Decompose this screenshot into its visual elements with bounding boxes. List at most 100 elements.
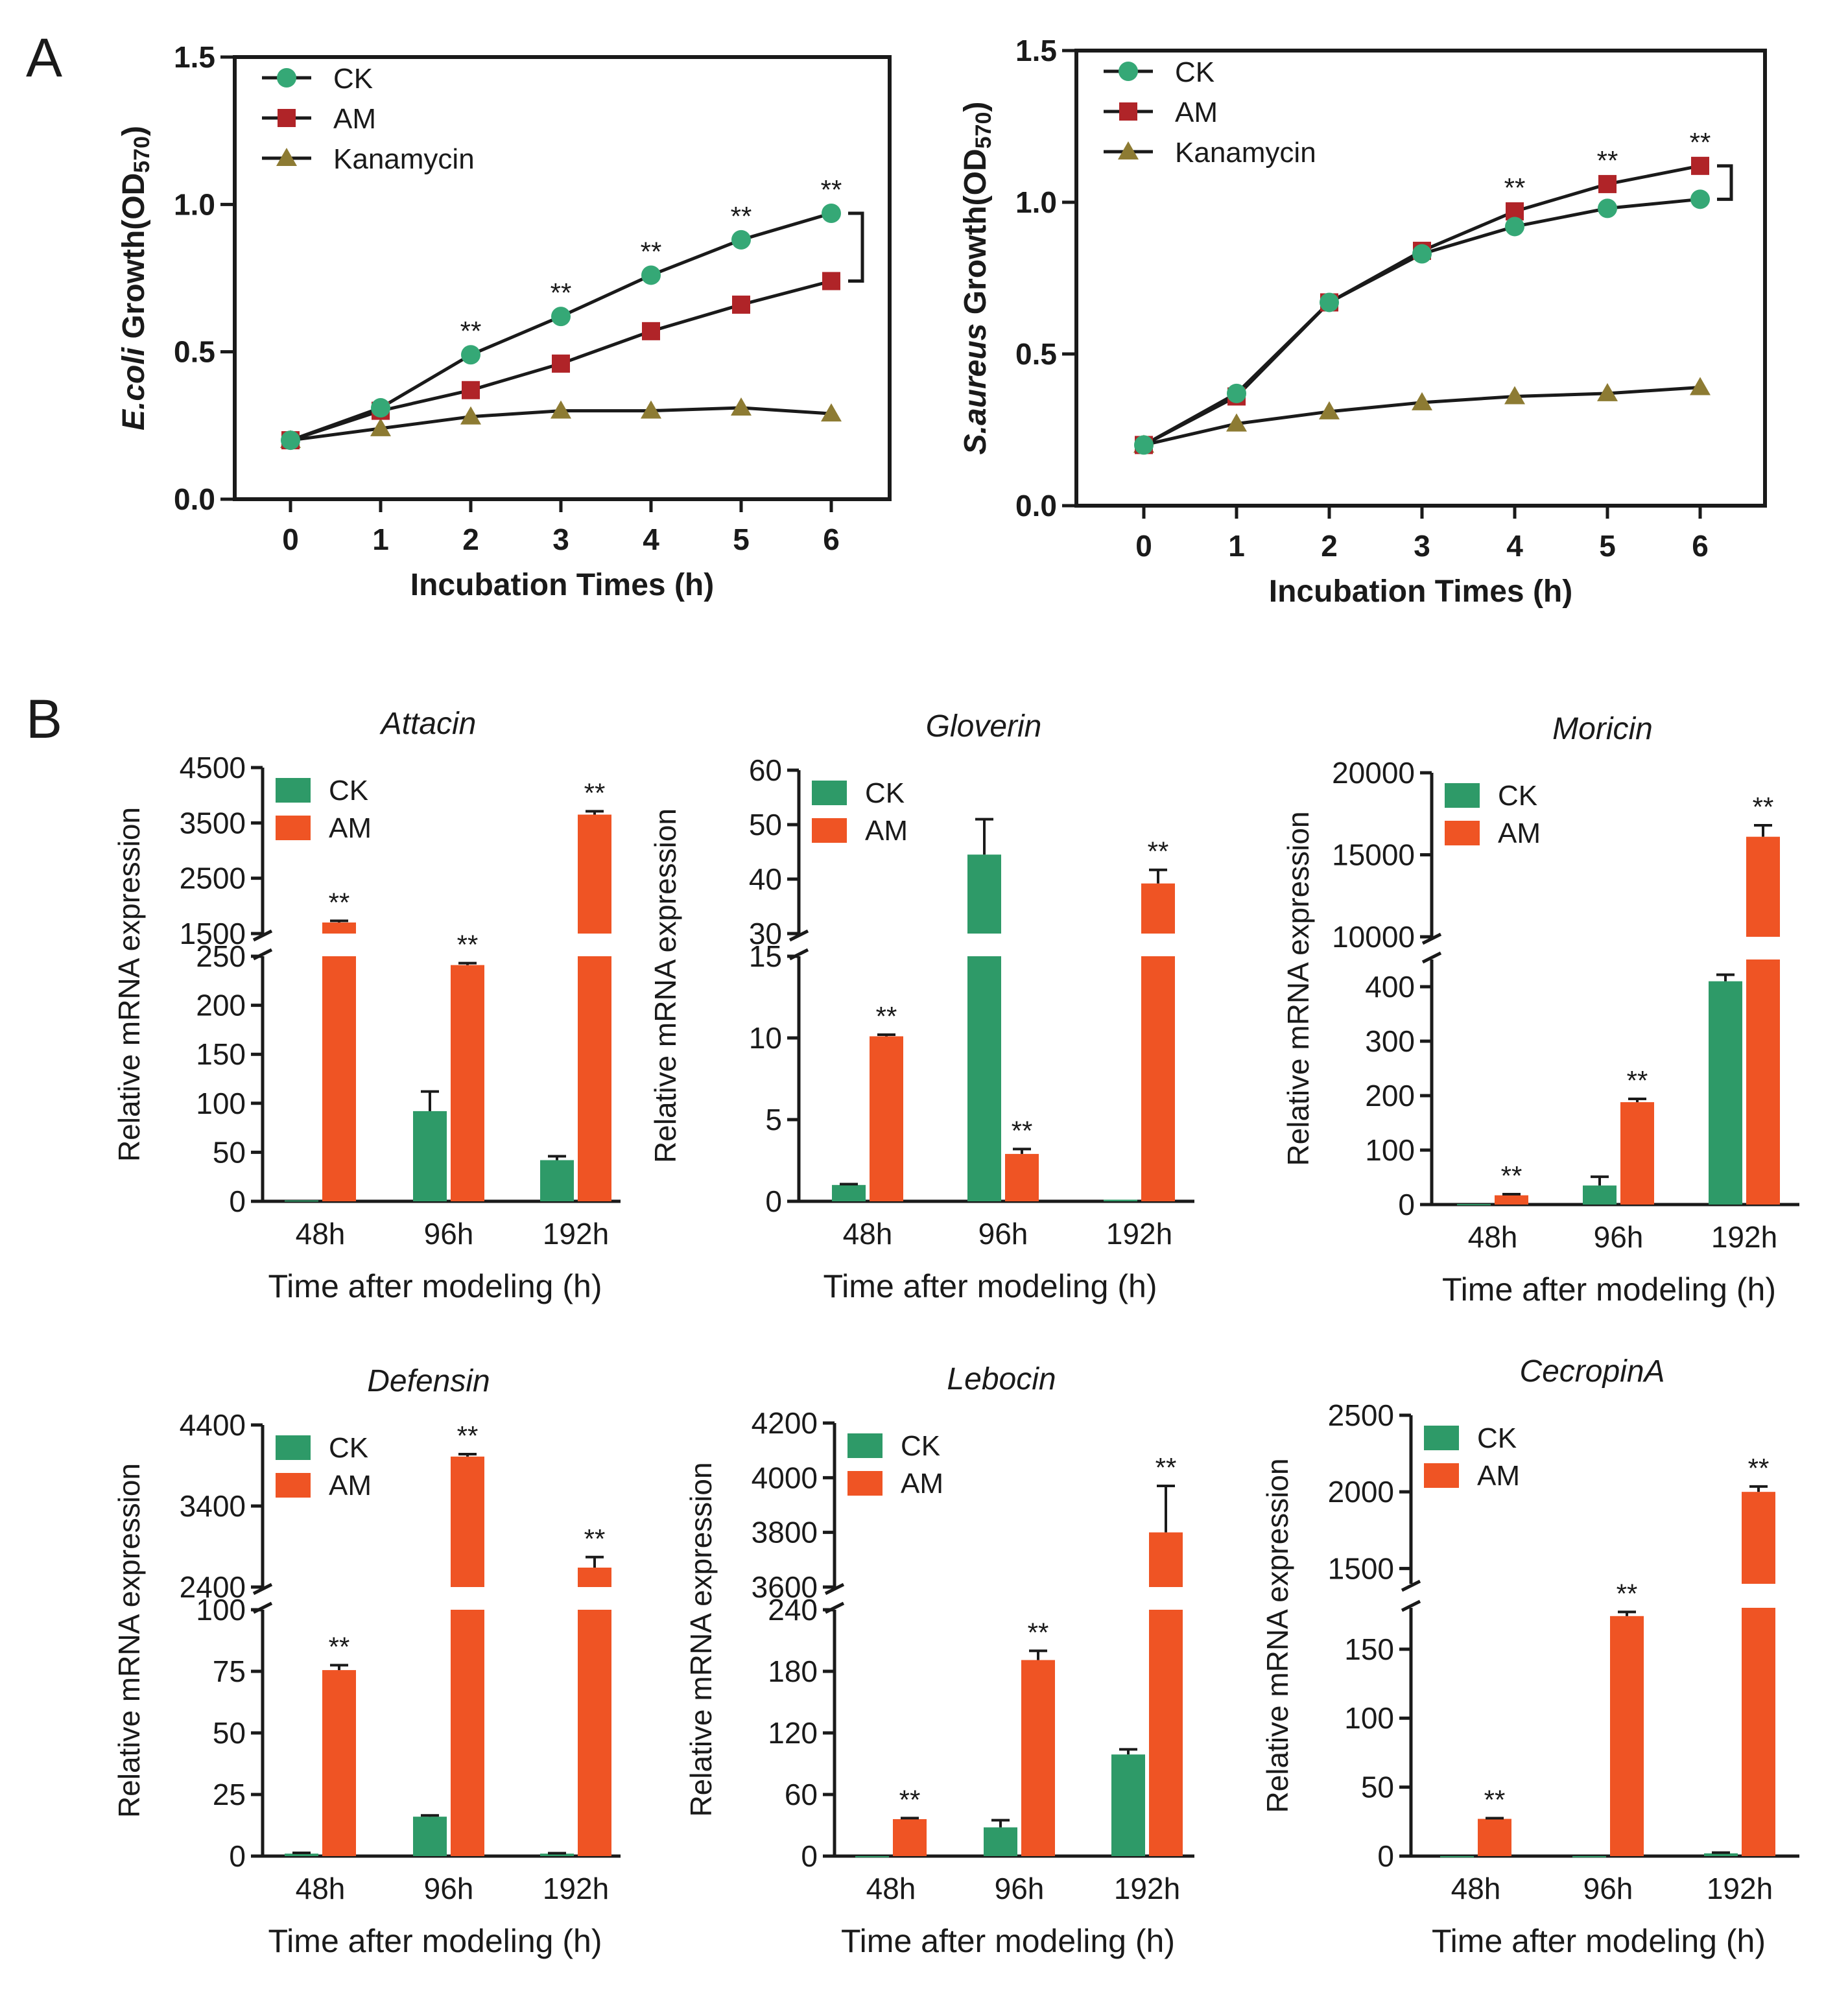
x-tick-label: 1 [1228,529,1245,563]
bar-ck-192h [1709,981,1742,1205]
y-tick-label: 0 [1377,1839,1394,1873]
x-tick-label: 5 [733,523,750,556]
data-point-ck [281,430,300,451]
bar-am-96h [1021,1660,1055,1856]
y-tick-label: 3800 [752,1516,818,1549]
y-axis-title: Relative mRNA expression [112,1463,146,1818]
y-axis-title: Relative mRNA expression [1261,1458,1294,1813]
legend-label: AM [865,815,908,847]
legend-swatch-am [847,1471,883,1496]
bar-am-96h-upper [451,1456,484,1587]
x-tick-label: 192h [543,1217,609,1251]
y-axis-title: Relative mRNA expression [112,807,146,1162]
chart-title: CecropinA [1519,1354,1664,1389]
axis-break-mark [252,1583,273,1595]
bar-ck-48h [832,1184,866,1201]
y-axis-title: Relative mRNA expression [1281,811,1315,1166]
significance-label: ** [1690,127,1711,158]
bar-ck-192h [540,1160,574,1201]
data-point-ck [641,265,661,285]
x-tick-label: 48h [866,1872,916,1905]
x-tick-label: 96h [1583,1872,1633,1905]
legend-swatch-ck [1445,783,1480,808]
x-tick-label: 5 [1599,529,1616,563]
x-tick-label: 0 [282,523,299,556]
x-axis-title: Time after modeling (h) [268,1923,602,1959]
y-tick-label: 10 [749,1021,782,1055]
data-point-am [1691,156,1709,175]
y-tick-label: 150 [1344,1632,1394,1666]
legend-label: AM [333,103,376,135]
significance-label: ** [821,174,842,205]
bar-am-192h-lower [578,1610,611,1856]
x-tick-label: 96h [424,1872,474,1905]
x-tick-label: 192h [543,1872,609,1905]
y-tick-label: 240 [768,1593,818,1627]
significance-label: ** [1028,1617,1049,1647]
y-tick-label: 400 [1365,970,1415,1004]
legend-label: AM [1175,97,1218,128]
x-tick-label: 6 [823,523,840,556]
legend-label: CK [329,775,368,806]
y-axis-title: Relative mRNA expression [684,1462,718,1817]
data-point-ck [461,345,480,365]
y-tick-label: 3400 [180,1489,246,1523]
y-tick-label: 0 [765,1184,782,1218]
x-tick-label: 3 [1414,529,1430,563]
x-tick-label: 4 [1506,529,1523,563]
legend-label: CK [333,63,373,95]
axis-break-mark [1421,932,1442,945]
x-axis-title: Time after modeling (h) [268,1268,602,1304]
y-tick-label: 1500 [1328,1551,1394,1585]
significance-label: ** [1155,1452,1177,1483]
x-tick-label: 2 [1321,529,1338,563]
bar-am-192h-lower [1742,1608,1775,1856]
x-tick-label: 96h [424,1217,474,1251]
legend-label: CK [901,1430,940,1462]
ecoli-growth-chart: 0.0 0.5 1.0 1.5 0 1 2 3 4 5 6 Incubation Times (h) E… [117,40,892,602]
legend-swatch-ck [276,778,311,803]
x-tick-label: 0 [1135,529,1152,563]
data-point-kanamycin [731,397,752,416]
y-tick-label: 0 [1398,1188,1415,1221]
panel-label-b: B [26,688,62,749]
moricin-bar-chart: Moricin 0 100 200 300 400 10000 15000 20000 ** 48h… [1281,712,1799,1308]
significance-label: ** [584,777,606,808]
significance-label: ** [1753,792,1774,822]
x-tick-label: 48h [296,1872,346,1905]
bar-am-192h-lower [578,956,611,1201]
y-tick-label: 0.5 [174,335,215,369]
bar-am-48h-upper [322,922,356,934]
bar-ck-96h [1583,1185,1617,1205]
data-point-kanamycin [821,403,842,422]
bar-ck-96h-upper [967,854,1001,934]
y-tick-label: 1.5 [174,40,215,74]
y-tick-label: 50 [213,1716,246,1750]
bar-ck-192h [1111,1754,1145,1856]
data-point-ck [731,230,751,250]
chart-title: Lebocin [947,1362,1056,1396]
y-tick-label: 15 [749,939,782,973]
significance-label: ** [731,201,752,231]
legend-label: Kanamycin [333,143,475,175]
x-tick-label: 2 [462,523,479,556]
data-point-am [642,322,660,340]
cecropina-bar-chart: CecropinA 0 50 100 150 1500 2000 2500 ** 48h ** 96h… [1261,1354,1799,1959]
y-tick-label: 2500 [180,862,246,895]
significance-label: ** [1597,145,1618,176]
significance-label: ** [1484,1784,1506,1815]
y-tick-label: 60 [785,1778,818,1811]
data-point-am [462,381,480,399]
chart-title: Gloverin [926,709,1042,744]
x-tick-label: 48h [843,1217,893,1251]
x-axis-title: Time after modeling (h) [823,1268,1157,1304]
bar-am-192h-lower [1149,1610,1183,1856]
data-point-ck [1227,383,1246,403]
significance-bracket [848,211,864,283]
legend-marker-ck [277,68,296,88]
legend-swatch-am [276,1473,311,1498]
y-tick-label: 0.0 [1015,489,1057,523]
